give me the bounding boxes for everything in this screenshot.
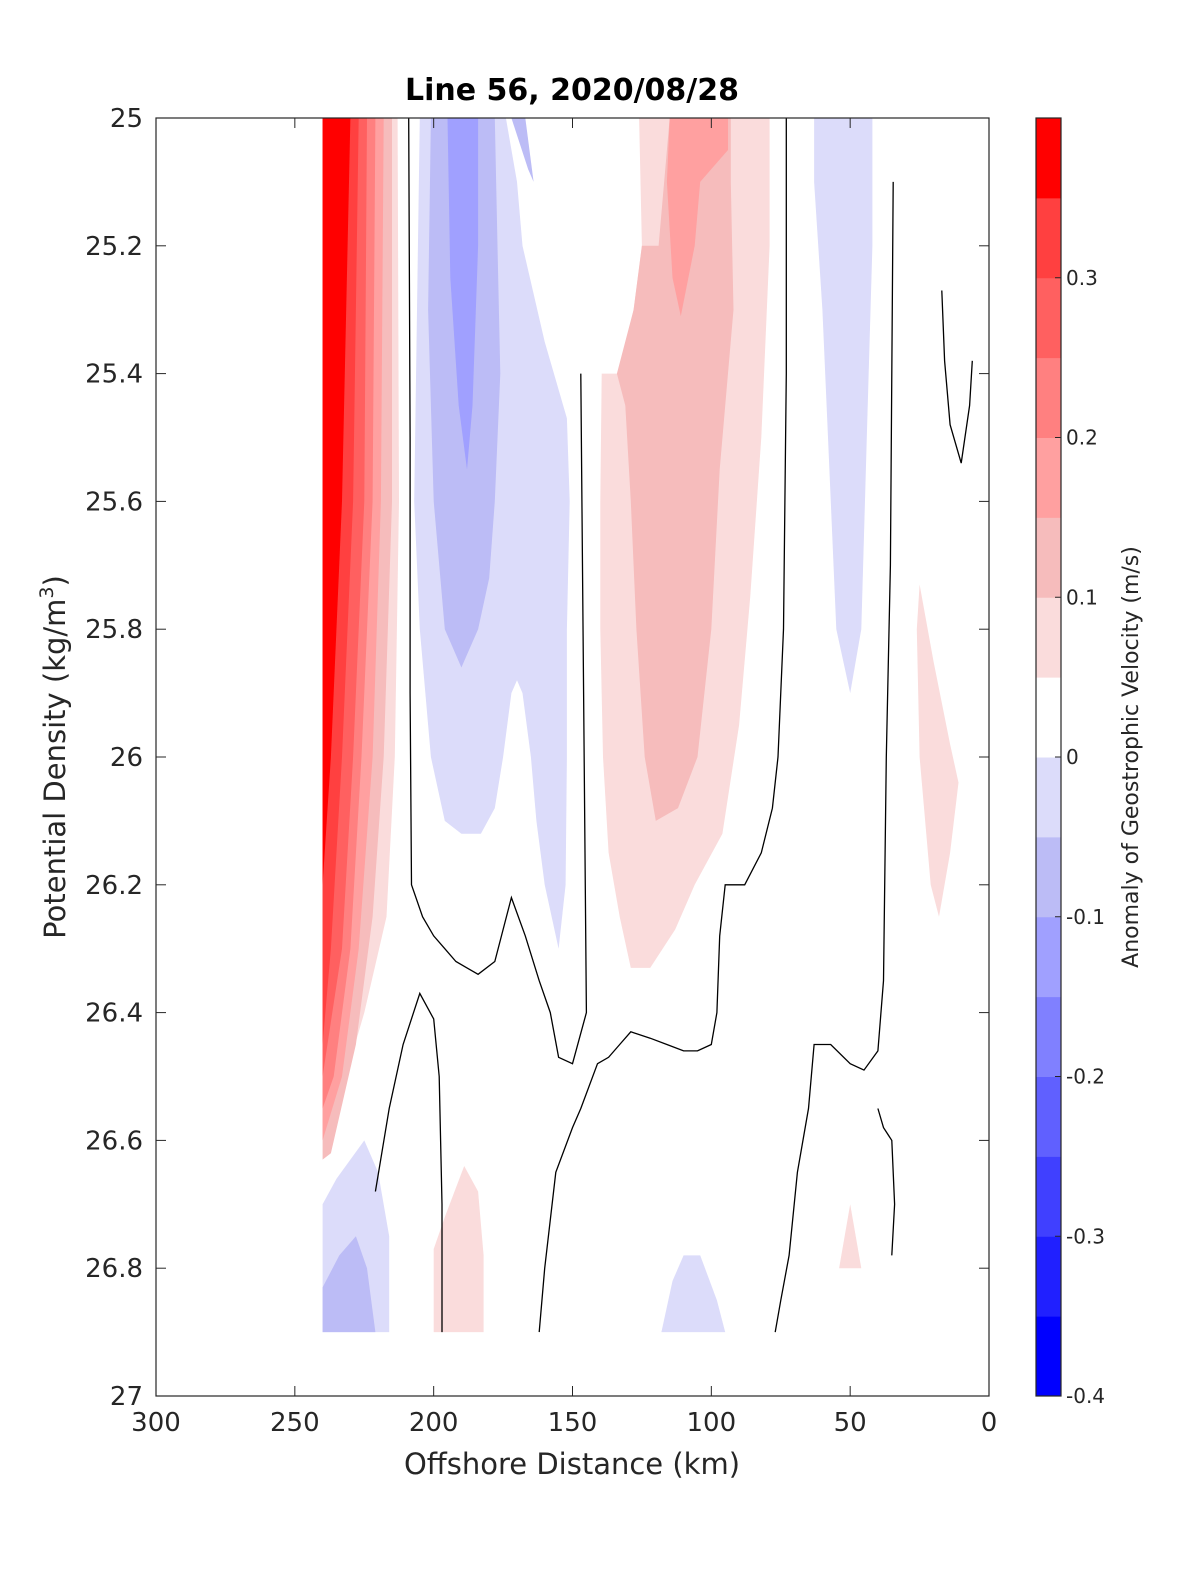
zero-contour-line-2 <box>538 118 787 1333</box>
colorbar-segment-3 <box>1036 1076 1061 1157</box>
zero-contour-line-0 <box>408 118 588 1065</box>
contour-region-20 <box>839 1204 862 1269</box>
y-axis-label-close: ) <box>38 575 72 586</box>
colorbar-tick-label-3: 0 <box>1066 745 1079 769</box>
colorbar-segment-13 <box>1036 277 1061 359</box>
colorbar-segment-15 <box>1036 118 1061 199</box>
x-tick-label-2: 200 <box>409 1408 459 1438</box>
y-axis-ticks: 25 25.2 25.4 25.6 25.8 26 26.2 26.4 26.6 26.8 27 <box>85 104 989 1412</box>
colorbar-segment-2 <box>1036 1156 1061 1237</box>
y-tick-label-5: 26 <box>110 743 143 773</box>
y-axis-label: Potential Density (kg/m3) <box>36 575 72 939</box>
colorbar-tick-label-5: -0.2 <box>1066 1065 1105 1089</box>
y-axis-label-superscript: 3 <box>36 586 58 598</box>
contour-region-9 <box>447 118 479 470</box>
contour-region-15 <box>916 584 959 917</box>
zero-contour-line-1 <box>374 991 443 1333</box>
colorbar-tick-label-2: 0.1 <box>1066 585 1098 609</box>
colorbar-tick-label-7: -0.4 <box>1066 1384 1105 1408</box>
x-tick-label-3: 150 <box>548 1408 598 1438</box>
contour-region-10 <box>511 118 534 182</box>
contour-region-18 <box>433 1166 484 1333</box>
y-tick-label-7: 26.4 <box>85 999 143 1029</box>
colorbar-tick-label-6: -0.3 <box>1066 1224 1105 1248</box>
y-tick-label-2: 25.4 <box>85 360 143 390</box>
y-tick-label-9: 26.8 <box>85 1254 143 1284</box>
colorbar-segment-1 <box>1036 1236 1061 1317</box>
colorbar-segment-11 <box>1036 437 1061 518</box>
y-tick-label-10: 27 <box>110 1382 143 1412</box>
colorbar-segment-12 <box>1036 357 1061 438</box>
y-tick-label-4: 25.8 <box>85 615 143 645</box>
y-tick-label-8: 26.6 <box>85 1126 143 1156</box>
x-tick-label-0: 300 <box>131 1408 181 1438</box>
x-tick-label-4: 100 <box>687 1408 737 1438</box>
colorbar-tick-label-1: 0.2 <box>1066 426 1098 450</box>
colorbar-segment-4 <box>1036 996 1061 1077</box>
contour-region-14 <box>814 118 873 694</box>
contour-region-17 <box>322 1236 376 1333</box>
colorbar-segment-10 <box>1036 517 1061 598</box>
x-tick-label-6: 0 <box>981 1408 998 1438</box>
colorbar-label: Anomaly of Geostrophic Velocity (m/s) <box>1119 546 1144 968</box>
colorbar-segment-14 <box>1036 197 1061 279</box>
y-tick-label-3: 25.6 <box>85 487 143 517</box>
zero-contour-line-3 <box>774 181 894 1333</box>
y-tick-label-0: 25 <box>110 104 143 134</box>
colorbar-tick-label-4: -0.1 <box>1066 905 1105 929</box>
zero-contour-line-4 <box>877 1108 896 1256</box>
contour-region-6 <box>322 118 351 885</box>
colorbar-segment-0 <box>1036 1316 1061 1397</box>
x-tick-label-5: 50 <box>834 1408 867 1438</box>
chart-title: Line 56, 2020/08/28 <box>405 73 739 108</box>
colorbar-segment-5 <box>1036 916 1061 998</box>
contour-region-13 <box>666 118 728 317</box>
y-tick-label-1: 25.2 <box>85 232 143 262</box>
colorbar-ticks: 0.3 0.2 0.1 0 -0.1 -0.2 -0.3 -0.4 <box>1055 266 1105 1408</box>
zero-contour-line-5 <box>941 290 973 464</box>
contour-region-19 <box>661 1255 726 1333</box>
contour-region-12 <box>616 118 734 821</box>
colorbar <box>1036 118 1061 1397</box>
colorbar-tick-label-0: 0.3 <box>1066 266 1098 290</box>
x-tick-label-1: 250 <box>270 1408 320 1438</box>
x-axis-ticks: 300 250 200 150 100 50 0 <box>131 118 997 1438</box>
colorbar-segment-6 <box>1036 836 1061 918</box>
colorbar-segment-8 <box>1036 677 1061 758</box>
contour-fill-layer <box>322 118 959 1333</box>
colorbar-segment-7 <box>1036 757 1061 838</box>
x-axis-label: Offshore Distance (km) <box>404 1447 740 1481</box>
colorbar-segment-9 <box>1036 597 1061 678</box>
y-axis-label-text: Potential Density (kg/m <box>38 599 72 939</box>
zero-contour-layer <box>374 118 973 1333</box>
y-tick-label-6: 26.2 <box>85 871 143 901</box>
